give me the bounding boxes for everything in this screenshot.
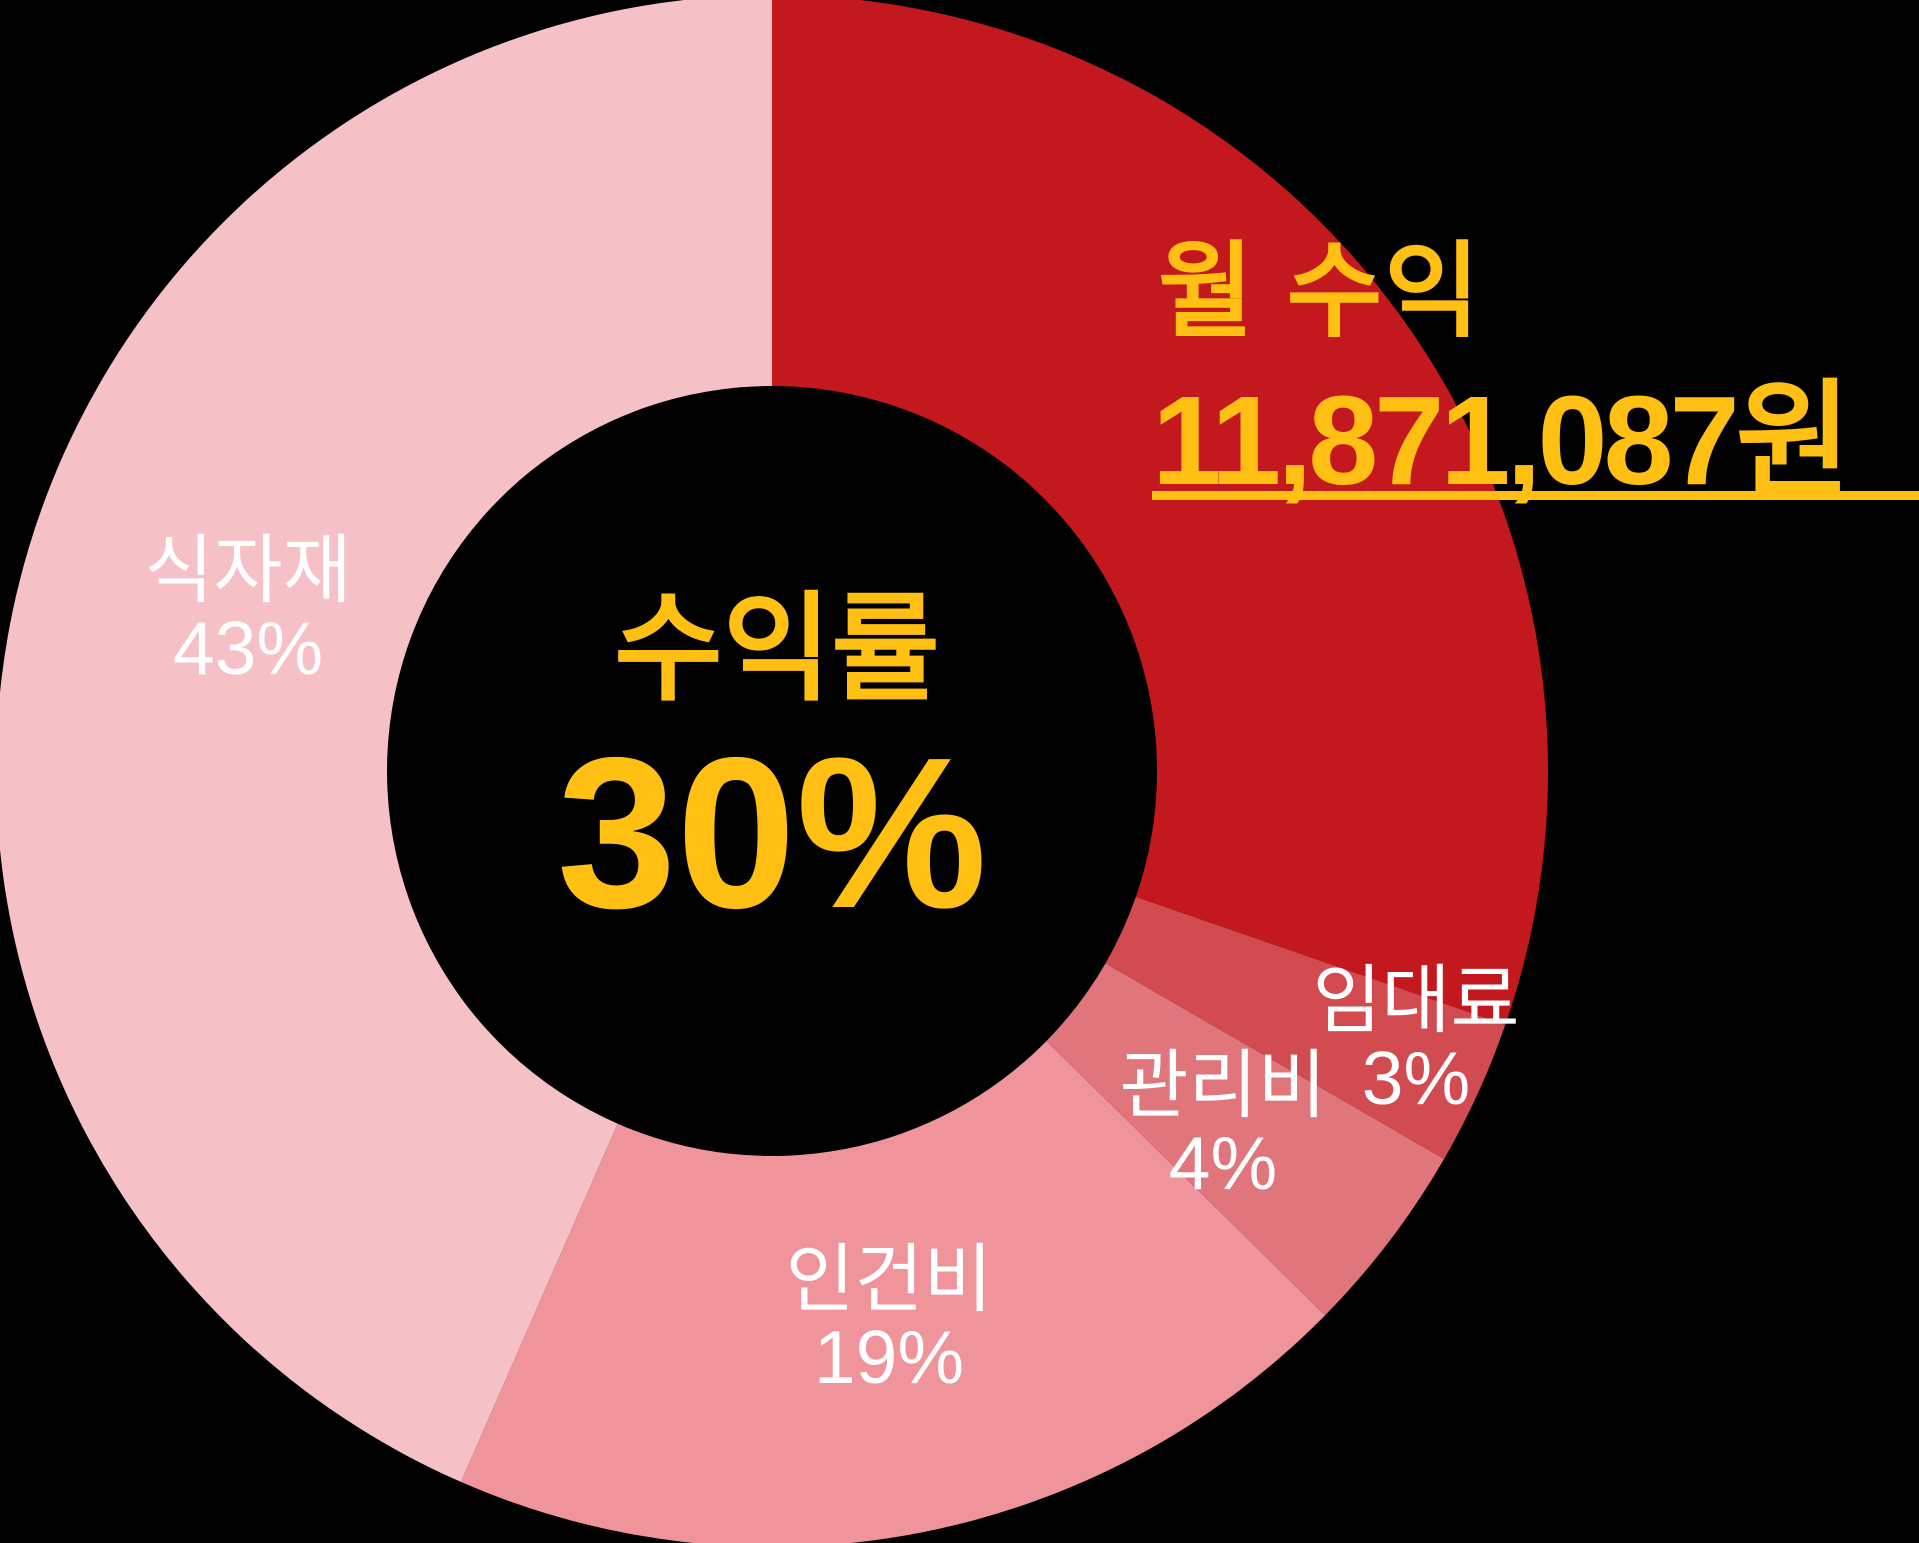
slice-label-labor-pct: 19% bbox=[813, 1315, 965, 1399]
slice-label-ingredients-name: 식자재 bbox=[144, 528, 352, 612]
slice-label-rent: 임대료 3% bbox=[1312, 961, 1519, 1117]
segment-labor bbox=[460, 1041, 1326, 1543]
slice-label-labor: 인건비 19% bbox=[785, 1240, 992, 1396]
slice-label-maintenance-name: 관리비 bbox=[1119, 1043, 1327, 1127]
center-value: 30% bbox=[556, 712, 988, 953]
callout-value: 11,871,087원 bbox=[1152, 370, 1852, 511]
segment-maintenance bbox=[1046, 963, 1445, 1316]
segment-monthly-profit bbox=[772, 0, 1548, 1025]
slice-label-ingredients-pct: 43% bbox=[172, 606, 324, 690]
slice-label-ingredients: 식자재 43% bbox=[144, 531, 351, 687]
segment-ingredients bbox=[0, 0, 772, 1482]
slice-label-rent-pct: 3% bbox=[1361, 1036, 1471, 1120]
slice-label-maintenance: 관리비 4% bbox=[1119, 1046, 1326, 1202]
center-title: 수익률 bbox=[614, 583, 940, 716]
slice-label-rent-name: 임대료 bbox=[1312, 958, 1520, 1042]
slice-label-labor-name: 인건비 bbox=[785, 1237, 993, 1321]
callout-title: 월 수익 bbox=[1158, 234, 1482, 350]
callout-underline bbox=[1152, 491, 1919, 500]
slice-label-maintenance-pct: 4% bbox=[1168, 1121, 1278, 1205]
segment-rent bbox=[1105, 896, 1506, 1159]
